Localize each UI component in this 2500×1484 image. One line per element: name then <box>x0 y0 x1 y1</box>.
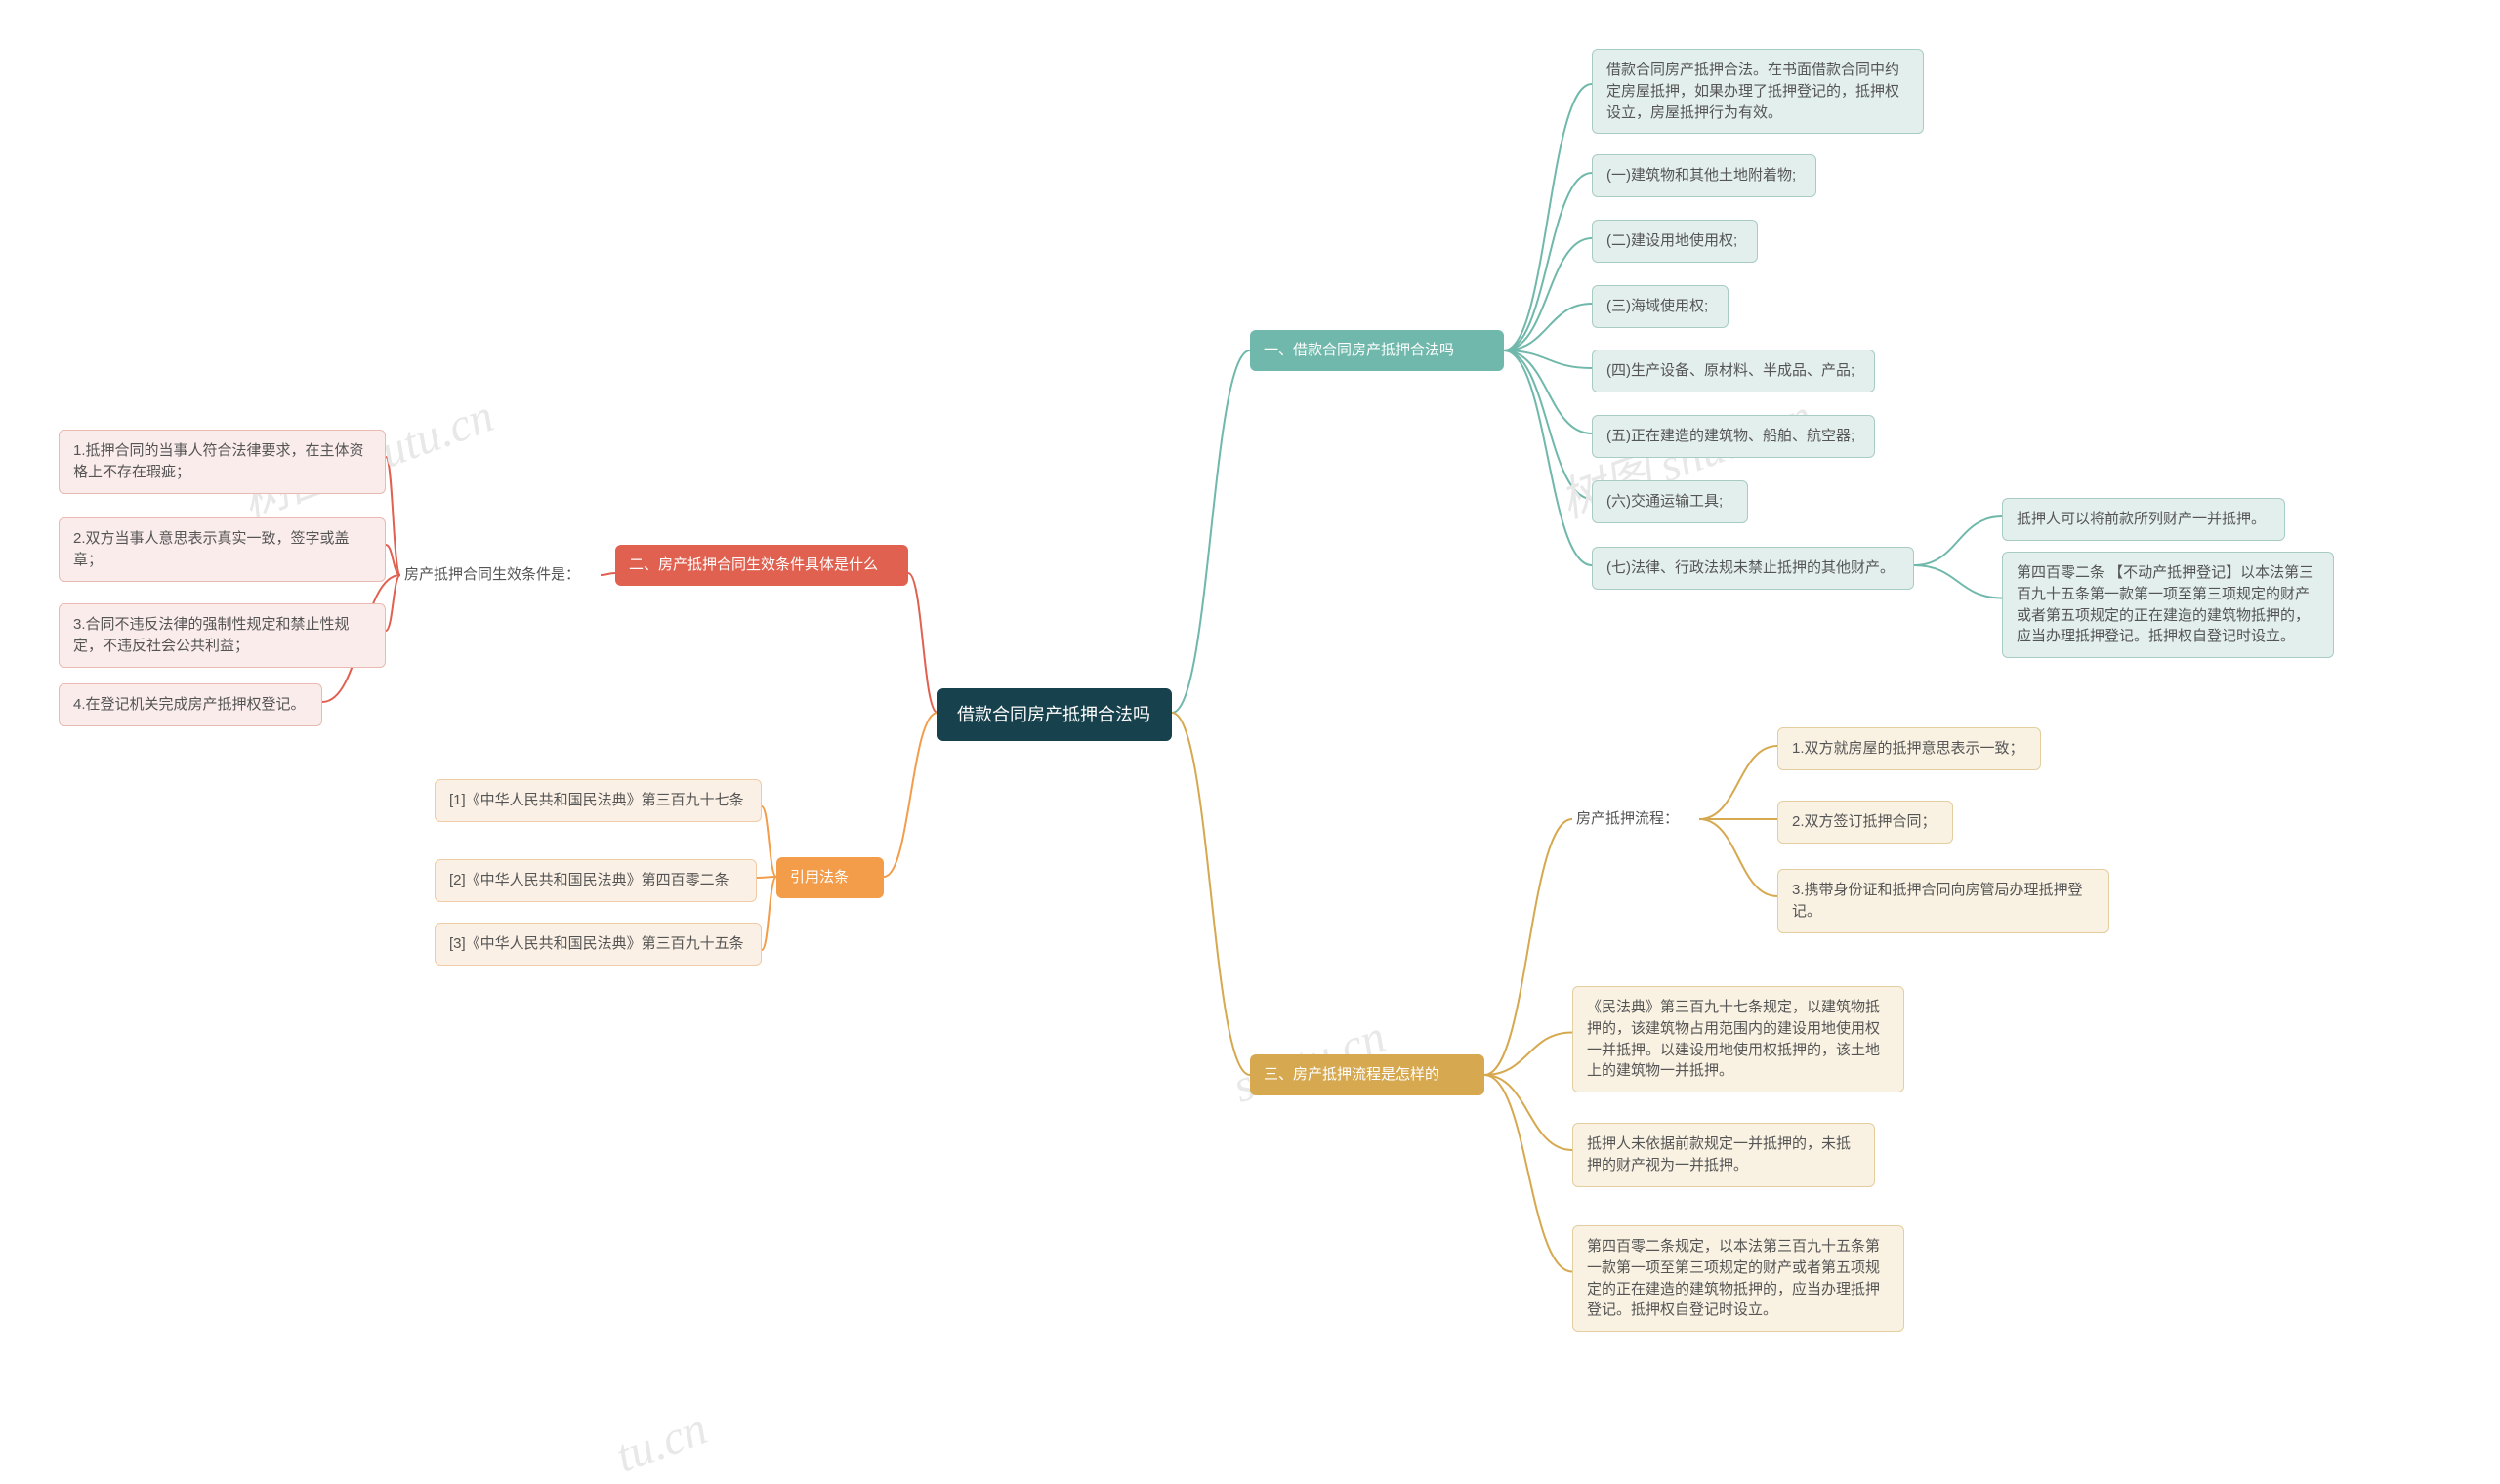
leaf-node: 抵押人可以将前款所列财产一并抵押。 <box>2002 498 2285 541</box>
leaf-node: [3]《中华人民共和国民法典》第三百九十五条 <box>435 923 762 966</box>
leaf-node: (六)交通运输工具; <box>1592 480 1748 523</box>
leaf-node: 2.双方当事人意思表示真实一致，签字或盖章； <box>59 517 386 582</box>
branch-b3: 三、房产抵押流程是怎样的 <box>1250 1054 1484 1095</box>
mid-label: 房产抵押流程： <box>1572 801 1699 838</box>
leaf-node: (一)建筑物和其他土地附着物; <box>1592 154 1816 197</box>
leaf-node: 1.双方就房屋的抵押意思表示一致； <box>1777 727 2041 770</box>
leaf-node: 2.双方签订抵押合同； <box>1777 801 1953 844</box>
leaf-node: (三)海域使用权; <box>1592 285 1729 328</box>
leaf-node: (五)正在建造的建筑物、船舶、航空器; <box>1592 415 1875 458</box>
leaf-node: 抵押人未依据前款规定一并抵押的，未抵押的财产视为一并抵押。 <box>1572 1123 1875 1187</box>
leaf-node: 1.抵押合同的当事人符合法律要求，在主体资格上不存在瑕疵； <box>59 430 386 494</box>
watermark: tu.cn <box>608 1401 714 1483</box>
leaf-node: 3.携带身份证和抵押合同向房管局办理抵押登记。 <box>1777 869 2109 933</box>
leaf-node: 《民法典》第三百九十七条规定，以建筑物抵押的，该建筑物占用范围内的建设用地使用权… <box>1572 986 1904 1092</box>
leaf-node: 3.合同不违反法律的强制性规定和禁止性规定，不违反社会公共利益； <box>59 603 386 668</box>
leaf-node: [1]《中华人民共和国民法典》第三百九十七条 <box>435 779 762 822</box>
branch-b2: 二、房产抵押合同生效条件具体是什么 <box>615 545 908 586</box>
leaf-node: 4.在登记机关完成房产抵押权登记。 <box>59 683 322 726</box>
leaf-node: 第四百零二条 【不动产抵押登记】以本法第三百九十五条第一款第一项至第三项规定的财… <box>2002 552 2334 658</box>
connector-layer <box>0 0 2500 1442</box>
branch-b4: 引用法条 <box>776 857 884 898</box>
root-node: 借款合同房产抵押合法吗 <box>938 688 1172 741</box>
leaf-node: 第四百零二条规定，以本法第三百九十五条第一款第一项至第三项规定的财产或者第五项规… <box>1572 1225 1904 1332</box>
leaf-node: (七)法律、行政法规未禁止抵押的其他财产。 <box>1592 547 1914 590</box>
branch-b1: 一、借款合同房产抵押合法吗 <box>1250 330 1504 371</box>
leaf-node: (四)生产设备、原材料、半成品、产品; <box>1592 350 1875 392</box>
leaf-node: 借款合同房产抵押合法。在书面借款合同中约定房屋抵押，如果办理了抵押登记的，抵押权… <box>1592 49 1924 134</box>
mid-label: 房产抵押合同生效条件是： <box>400 556 601 594</box>
leaf-node: (二)建设用地使用权; <box>1592 220 1758 263</box>
leaf-node: [2]《中华人民共和国民法典》第四百零二条 <box>435 859 757 902</box>
